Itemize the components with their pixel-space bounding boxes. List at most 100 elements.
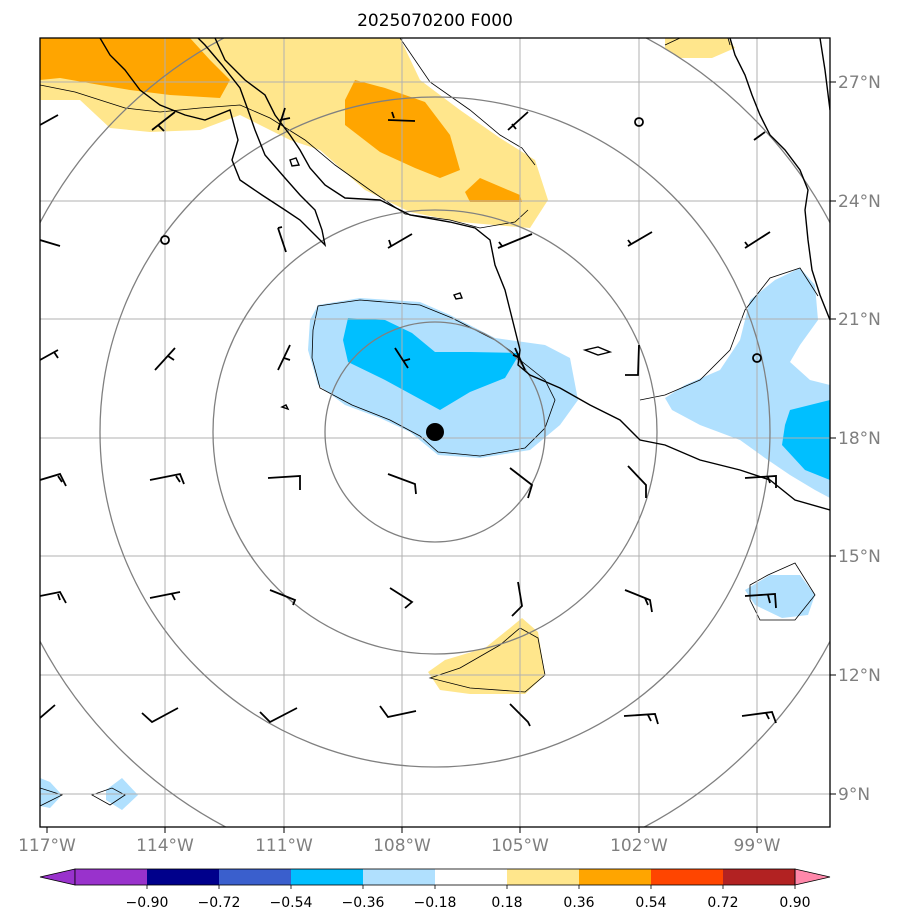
gridlines <box>40 38 830 827</box>
lon-label: 102°W <box>610 836 668 856</box>
wind-barb <box>387 233 413 249</box>
wind-barb <box>267 475 301 490</box>
coastline-gulf-east <box>729 38 830 321</box>
wind-barb <box>512 347 526 371</box>
colorbar-bin <box>723 869 795 885</box>
colorbar-bin <box>147 869 219 885</box>
colorbar-tick-label: −0.72 <box>198 895 241 911</box>
wind-barb <box>149 591 181 601</box>
wind-barb <box>389 587 414 609</box>
wind-barb <box>394 347 411 369</box>
anomaly-fill-orange-nw <box>40 38 230 98</box>
wind-barb <box>149 472 185 485</box>
latitude-labels: 27°N 24°N 21°N 18°N 15°N 12°N 9°N <box>838 73 881 805</box>
colorbar-tick-label: 0.36 <box>563 895 594 911</box>
island-3 <box>280 404 290 411</box>
wind-barb <box>151 111 176 132</box>
lat-label: 21°N <box>838 310 881 330</box>
coastline-mainland <box>214 38 830 511</box>
island-2 <box>453 292 463 300</box>
colorbar-bin <box>219 869 291 885</box>
lat-label: 9°N <box>838 785 870 805</box>
colorbar-tick-label: 0.18 <box>491 895 522 911</box>
wind-barb <box>40 704 56 719</box>
wind-barb <box>741 711 777 724</box>
negative-anomaly-fills <box>40 268 830 810</box>
wind-barb <box>507 111 529 131</box>
wind-barb <box>509 703 531 727</box>
map-area <box>40 38 830 827</box>
colorbar-bin <box>507 869 579 885</box>
lon-label: 111°W <box>255 836 313 856</box>
wind-barb <box>40 590 67 604</box>
wind-barb <box>387 473 417 495</box>
lat-label: 15°N <box>838 547 881 567</box>
wind-barb <box>744 593 777 609</box>
wind-barb <box>627 465 647 498</box>
wind-barb <box>624 589 653 613</box>
lat-label: 18°N <box>838 429 881 449</box>
wind-barb <box>154 347 176 371</box>
wind-barb <box>277 107 291 131</box>
wind-barb <box>40 472 67 487</box>
colorbar-over-extension <box>794 868 831 886</box>
wind-barb <box>269 589 297 606</box>
wind-calm-marker <box>160 235 170 245</box>
colorbar-tick-label: −0.90 <box>126 895 169 911</box>
colorbar-bin <box>291 869 363 885</box>
colorbar-bin <box>579 869 651 885</box>
wind-barb <box>277 226 287 253</box>
island-1 <box>582 346 613 356</box>
anomaly-fill-deep-blue-center <box>343 318 520 410</box>
range-ring-3 <box>99 96 771 768</box>
range-ring-2 <box>212 209 658 655</box>
wind-barb <box>259 707 298 724</box>
anomaly-fill-light-blue-sw <box>40 778 62 808</box>
wind-barb <box>509 467 534 499</box>
wind-barb <box>40 114 59 126</box>
island-4 <box>289 157 301 167</box>
colorbar-bin <box>75 869 147 885</box>
anomaly-fill-light-blue-se <box>745 575 815 618</box>
anomaly-fill-orange-small <box>465 178 522 202</box>
wind-barbs <box>40 107 777 727</box>
colorbar-tick-label: −0.54 <box>270 895 313 911</box>
lon-label: 105°W <box>491 836 549 856</box>
lat-label: 12°N <box>838 666 881 686</box>
storm-center-marker <box>426 423 444 441</box>
wind-barb <box>387 111 416 122</box>
wind-barb <box>625 344 640 376</box>
lat-label: 24°N <box>838 192 881 212</box>
colorbar-tick-label: 0.54 <box>635 895 666 911</box>
longitude-ticks <box>46 827 758 833</box>
figure-title: 2025070200 F000 <box>357 11 513 31</box>
wind-barb <box>623 713 659 725</box>
coastline-gulf-coast <box>819 38 830 111</box>
wind-barb <box>141 707 179 724</box>
colorbar-tick-label: −0.36 <box>342 895 385 911</box>
coastline-baja <box>99 38 327 248</box>
anomaly-fill-deep-blue-east <box>782 400 830 480</box>
wind-calm-marker <box>752 353 762 363</box>
lon-label: 117°W <box>18 836 76 856</box>
wind-barb <box>40 349 59 361</box>
wind-barb <box>379 705 417 719</box>
wind-barb <box>277 344 291 371</box>
colorbar-tick-label: 0.72 <box>707 895 738 911</box>
range-rings <box>40 38 830 827</box>
coastlines <box>99 38 830 511</box>
wind-barb <box>744 475 777 488</box>
wind-barb <box>40 239 61 247</box>
colorbar-bin <box>363 869 435 885</box>
lat-label: 27°N <box>838 73 881 93</box>
colorbar-tick-label: 0.90 <box>779 895 810 911</box>
lon-label: 114°W <box>136 836 194 856</box>
wind-calm-marker <box>634 117 644 127</box>
wind-barb <box>627 231 653 247</box>
anomaly-fill-light-yellow-ne <box>665 38 735 58</box>
latitude-ticks <box>830 81 836 795</box>
colorbar-tick-label: −0.18 <box>414 895 457 911</box>
longitude-labels: 117°W 114°W 111°W 108°W 105°W 102°W 99°W <box>18 836 781 856</box>
lon-label: 99°W <box>734 836 781 856</box>
